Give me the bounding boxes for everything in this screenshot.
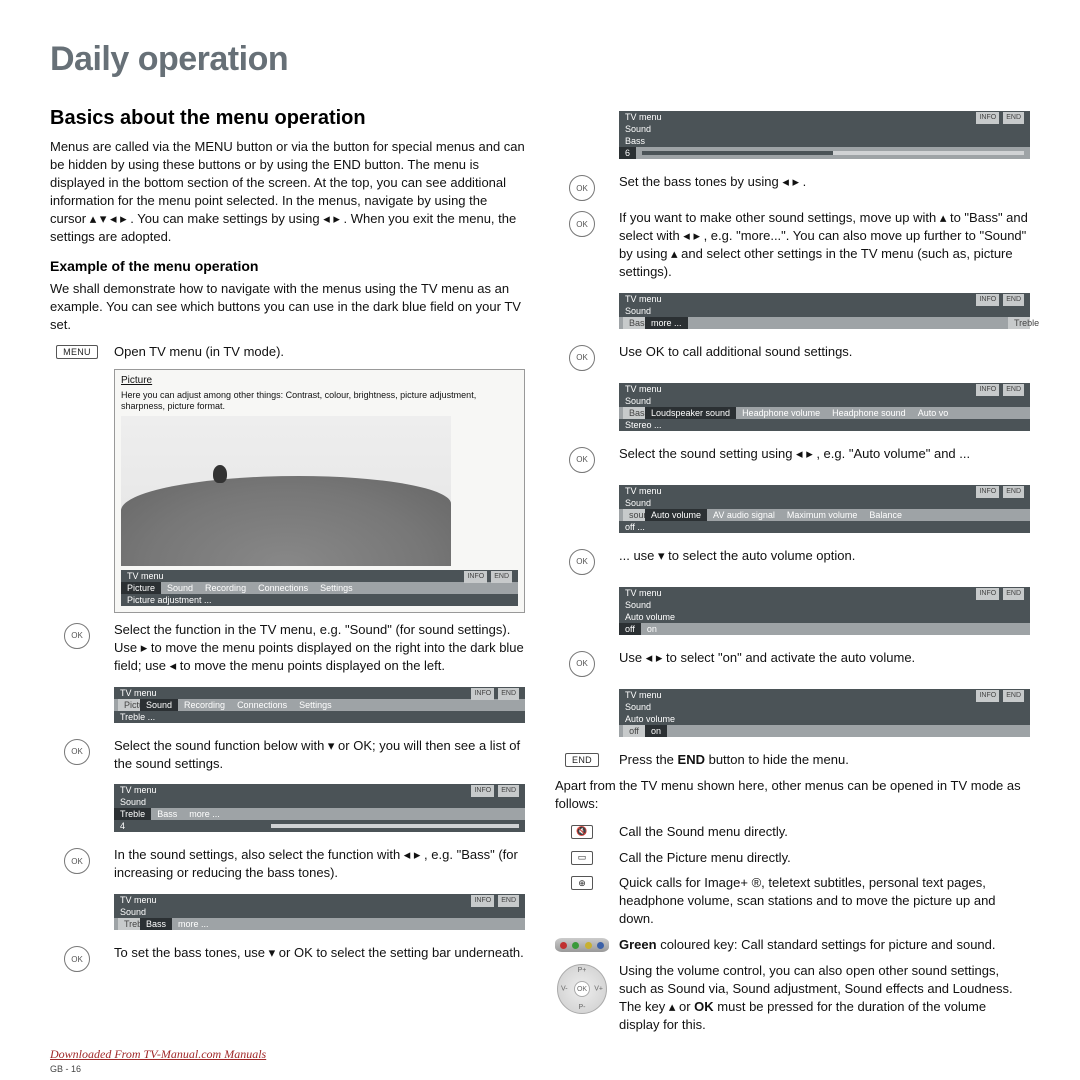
r6-text: Use ◂ ▸ to select "on" and activate the …	[619, 649, 1030, 667]
q5q6-text: Using the volume control, you can also o…	[619, 962, 1030, 1034]
green-key-icon	[572, 942, 579, 949]
ok-icon: OK	[569, 345, 595, 371]
q1-text: Call the Sound menu directly.	[619, 823, 1030, 841]
nav-wheel-icon: P+ P- V- V+ OK	[557, 964, 607, 1014]
page-title: Daily operation	[50, 40, 1030, 79]
osd-1: TV menuINFOEND PictureSoundRecordingConn…	[121, 570, 518, 606]
ok-icon: OK	[64, 848, 90, 874]
ok-icon: OK	[569, 211, 595, 237]
ok-icon: OK	[569, 651, 595, 677]
ok-icon: OK	[569, 549, 595, 575]
end-key: END	[565, 753, 599, 767]
osd-r5: TV menuINFOEND Sound Auto volume offon	[619, 587, 1030, 635]
r3-text: Use OK to call additional sound settings…	[619, 343, 1030, 361]
osd-r4: TV menuINFOEND Sound soundAuto volumeAV …	[619, 485, 1030, 533]
r5-text: ... use ▾ to select the auto volume opti…	[619, 547, 1030, 565]
footer: Downloaded From TV-Manual.com Manuals GB…	[50, 1047, 266, 1074]
picture-preview: Picture Here you can adjust among other …	[114, 369, 525, 612]
blue-key-icon	[597, 942, 604, 949]
color-keys-icon	[555, 938, 609, 952]
step5-text: To set the bass tones, use ▾ or OK to se…	[114, 944, 525, 962]
q4-text: Green coloured key: Call standard settin…	[619, 936, 1030, 954]
osd-3: TV menuINFOEND Sound TrebleBassmore ... …	[114, 784, 525, 832]
ok-icon: OK	[64, 946, 90, 972]
osd-4: TV menuINFOEND Sound TrebleBassmore ...	[114, 894, 525, 930]
q2-text: Call the Picture menu directly.	[619, 849, 1030, 867]
footer-link[interactable]: Downloaded From TV-Manual.com Manuals	[50, 1047, 266, 1061]
step3-text: Select the sound function below with ▾ o…	[114, 737, 525, 773]
apart-text: Apart from the TV menu shown here, other…	[555, 777, 1030, 813]
r1-text: Set the bass tones by using ◂ ▸ .	[619, 173, 1030, 191]
osd-r2: TV menuINFOEND Sound Bassmore ...Treble	[619, 293, 1030, 329]
example-paragraph: We shall demonstrate how to navigate wit…	[50, 280, 525, 334]
section-heading: Basics about the menu operation	[50, 107, 525, 130]
ok-icon: OK	[569, 175, 595, 201]
osd-r1: TV menuINFOEND Sound Bass 6	[619, 111, 1030, 159]
intro-paragraph: Menus are called via the MENU button or …	[50, 138, 525, 246]
example-heading: Example of the menu operation	[50, 258, 525, 274]
page-number: GB - 16	[50, 1064, 266, 1074]
speaker-icon: 🔇	[571, 825, 593, 839]
content-columns: Basics about the menu operation Menus ar…	[50, 107, 1030, 1042]
osd-r6: TV menuINFOEND Sound Auto volume offon	[619, 689, 1030, 737]
open-tv-text: Open TV menu (in TV mode).	[114, 343, 525, 361]
r2-text: If you want to make other sound settings…	[619, 209, 1030, 281]
right-column: TV menuINFOEND Sound Bass 6 OK Set the b…	[555, 107, 1030, 1042]
left-column: Basics about the menu operation Menus ar…	[50, 107, 525, 1042]
menu-key: MENU	[56, 345, 98, 359]
step4-text: In the sound settings, also select the f…	[114, 846, 525, 882]
ok-icon: OK	[64, 623, 90, 649]
yellow-key-icon	[585, 942, 592, 949]
r4-text: Select the sound setting using ◂ ▸ , e.g…	[619, 445, 1030, 463]
red-key-icon	[560, 942, 567, 949]
step2-text: Select the function in the TV menu, e.g.…	[114, 621, 525, 675]
r7-text: Press the END button to hide the menu.	[619, 751, 1030, 769]
plus-icon: ⊕	[571, 876, 593, 890]
ok-icon: OK	[569, 447, 595, 473]
osd-2: TV menuINFOEND PictureSoundRecordingConn…	[114, 687, 525, 723]
osd-r3: TV menuINFOEND Sound BassLoudspeaker sou…	[619, 383, 1030, 431]
ok-icon: OK	[64, 739, 90, 765]
screen-icon: ▭	[571, 851, 593, 865]
q3-text: Quick calls for Image+ ®, teletext subti…	[619, 874, 1030, 928]
